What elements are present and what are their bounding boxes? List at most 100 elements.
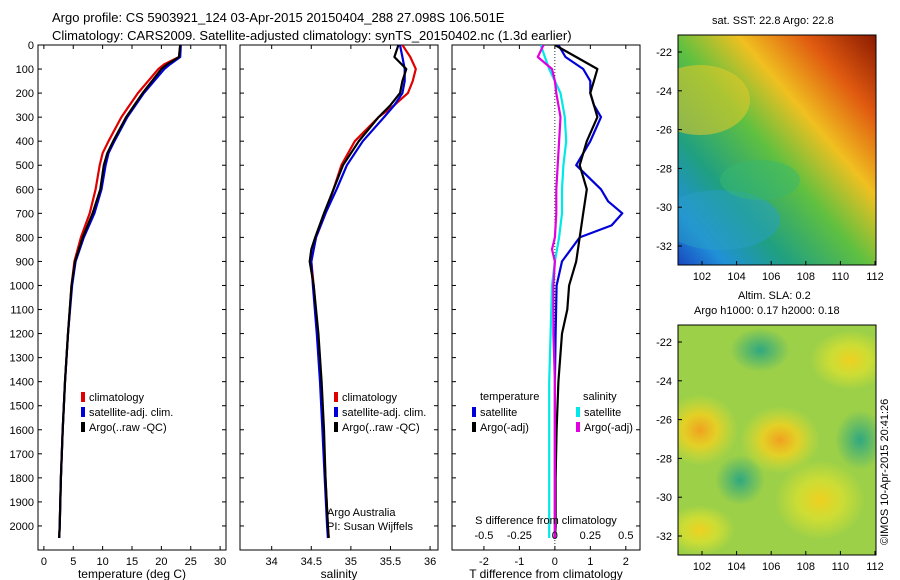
lat-tick-label: -26: [656, 415, 672, 427]
lat-tick-label: -32: [656, 241, 672, 253]
annotation-text: Argo Australia: [327, 507, 396, 519]
x2-tick-label: 0.25: [580, 530, 601, 542]
y-tick-label: 1200: [10, 329, 34, 341]
lon-tick-label: 106: [762, 271, 780, 283]
legend-label: climatology: [89, 392, 145, 404]
x-tick-label: 0: [41, 556, 47, 568]
legend-heading: temperature: [480, 391, 539, 403]
x-tick-label: 25: [185, 556, 197, 568]
lon-tick-label: 112: [866, 271, 884, 283]
x-tick-label: 10: [97, 556, 109, 568]
x2-tick-label: -0.5: [474, 530, 493, 542]
lat-tick-label: -26: [656, 125, 672, 137]
sla-map-high-4: [810, 330, 876, 390]
x-tick-label: 5: [70, 556, 76, 568]
y-tick-label: 1000: [10, 280, 34, 292]
x-tick-label: 35.5: [380, 556, 401, 568]
sst-map: [678, 35, 876, 265]
sla-map-high-1: [678, 394, 738, 466]
y-tick-label: 100: [16, 64, 34, 76]
legend-label: Argo(..raw -QC): [342, 422, 420, 434]
legend-label: satellite-adj. clim.: [89, 407, 173, 419]
x-tick-label: 2: [623, 556, 629, 568]
x-tick-label: 35: [345, 556, 357, 568]
y-tick-label: 1100: [10, 305, 34, 317]
lon-tick-label: 102: [693, 561, 711, 573]
y-tick-label: 1600: [10, 425, 34, 437]
x-axis-label: temperature (deg C): [78, 567, 186, 580]
y-tick-label: 700: [16, 208, 34, 220]
sla-map-low-2: [715, 455, 765, 505]
series-group: [308, 45, 417, 539]
y-tick-label: 200: [16, 88, 34, 100]
x2-axis-label: S difference from climatology: [475, 515, 617, 527]
lon-tick-label: 108: [797, 561, 815, 573]
legend-label: satellite: [584, 407, 621, 419]
lat-tick-label: -22: [656, 337, 672, 349]
plot-frame: [239, 44, 439, 551]
difference-panel: -2 -1 0 1 2T difference from climatology temp…: [451, 44, 641, 580]
x-tick-label: 36: [424, 556, 436, 568]
x-tick-label: 0: [552, 556, 558, 568]
lon-tick-label: 110: [832, 561, 850, 573]
series-line-satellite-adj-clim-: [310, 45, 406, 539]
legend-label: Argo(..raw -QC): [89, 422, 167, 434]
sst-map-cool-patch: [678, 190, 780, 250]
legend-heading: salinity: [583, 391, 617, 403]
y-tick-label: 2000: [10, 521, 34, 533]
series-line-argo-raw-qc-: [58, 45, 182, 539]
y-tick-label: 800: [16, 232, 34, 244]
x-tick-label: 1: [587, 556, 593, 568]
x-tick-label: 34: [266, 556, 278, 568]
legend-swatch: [81, 407, 85, 417]
sla-map-high-5: [678, 505, 735, 555]
lon-tick-label: 102: [693, 271, 711, 283]
temperature-panel: 0100200300400500600700800900100011001200…: [10, 40, 227, 580]
lon-tick-label: 110: [832, 271, 850, 283]
sst-map-title: sat. SST: 22.8 Argo: 22.8: [712, 15, 834, 27]
sla-map-title-line2: Argo h1000: 0.17 h2000: 0.18: [694, 305, 840, 317]
lon-tick-label: 112: [866, 561, 884, 573]
figure-title-line1: Argo profile: CS 5903921_124 03-Apr-2015…: [52, 10, 505, 25]
y-tick-label: 1400: [10, 377, 34, 389]
y-tick-label: 300: [16, 112, 34, 124]
sst-map-axes: -22 -24 -26 -28 -30 -32 102 104 106 108 110 112: [656, 47, 884, 283]
lat-tick-label: -22: [656, 47, 672, 59]
series-group: [536, 45, 624, 550]
sla-map-high-3: [775, 460, 865, 540]
legend-swatch: [81, 392, 85, 402]
sla-map-frame: [677, 324, 877, 556]
y-tick-label: 500: [16, 160, 34, 172]
legend-swatch: [472, 422, 476, 432]
lon-tick-label: 104: [727, 561, 745, 573]
lat-tick-label: -30: [656, 202, 672, 214]
legend-label: climatology: [342, 392, 398, 404]
sla-map-low-1: [730, 328, 790, 372]
sla-map-title-line1: Altim. SLA: 0.2: [738, 290, 811, 302]
legend-label: Argo(-adj): [480, 422, 529, 434]
lat-tick-label: -30: [656, 492, 672, 504]
lat-tick-label: -32: [656, 531, 672, 543]
figure-title-line2: Climatology: CARS2009. Satellite-adjuste…: [52, 28, 572, 43]
x-tick-label: 30: [214, 556, 226, 568]
sst-map-frame: [677, 34, 877, 266]
y-tick-label: 0: [28, 40, 34, 52]
series-line-salinity-argo-adj-: [536, 45, 562, 538]
y-tick-label: 1700: [10, 449, 34, 461]
y-tick-label: 1500: [10, 401, 34, 413]
x2-tick-label: 0: [552, 530, 558, 542]
y-tick-label: 1900: [10, 497, 34, 509]
lon-tick-label: 104: [727, 271, 745, 283]
x-tick-label: -2: [479, 556, 489, 568]
y-tick-label: 1300: [10, 353, 34, 365]
x-axis-label: T difference from climatology: [469, 567, 623, 580]
legend-swatch: [334, 407, 338, 417]
x2-tick-label: 0.5: [618, 530, 633, 542]
sst-map-green-patch: [720, 160, 800, 200]
lat-tick-label: -24: [656, 376, 672, 388]
y-tick-label: 600: [16, 184, 34, 196]
legend-swatch: [81, 422, 85, 432]
legend-label: satellite: [480, 407, 517, 419]
x-axis-label: salinity: [321, 567, 358, 580]
